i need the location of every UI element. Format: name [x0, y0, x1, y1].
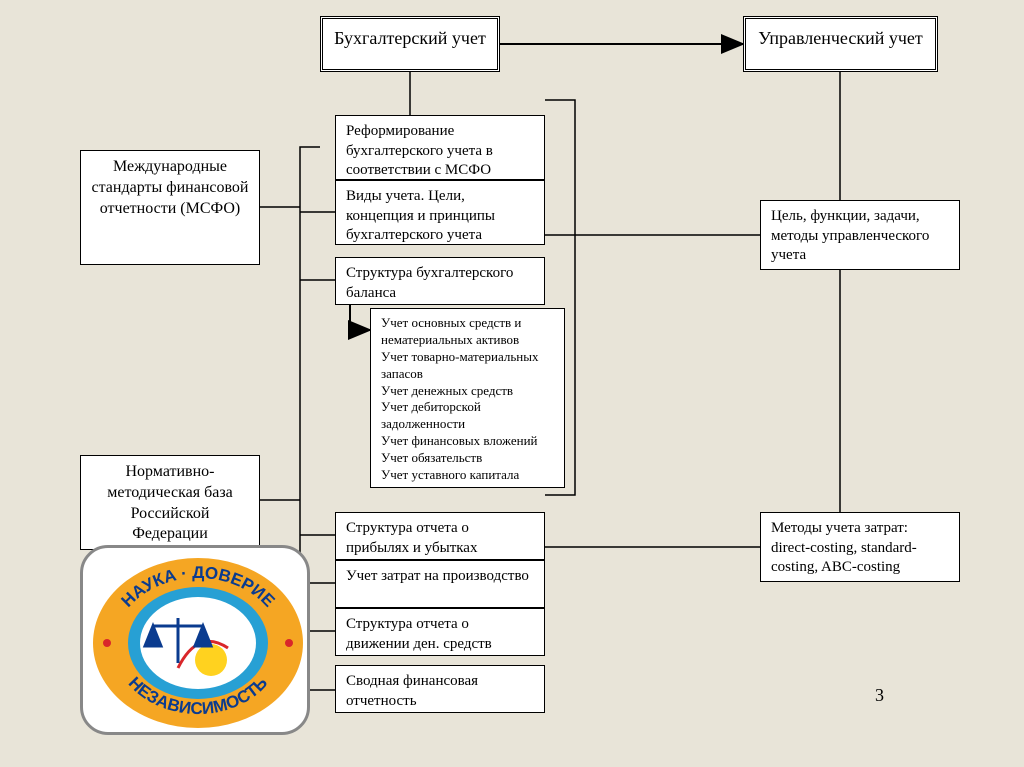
node-mid_sub: Учет основных средств и нематериальных а…: [370, 308, 565, 488]
node-right2: Методы учета затрат: direct-costing, sta…: [760, 512, 960, 582]
node-top_right: Управленческий учет: [743, 16, 938, 72]
node-mid6: Структура отчета о движении ден. средств: [335, 608, 545, 656]
connector: [350, 305, 370, 330]
node-mid5: Учет затрат на производство: [335, 560, 545, 608]
node-left1: Международные стандарты финансовой отчет…: [80, 150, 260, 265]
node-mid3: Структура бухгалтерского баланса: [335, 257, 545, 305]
node-mid4: Структура отчета о прибылях и убытках: [335, 512, 545, 560]
node-right1: Цель, функции, задачи, методы управленче…: [760, 200, 960, 270]
node-left2: Нормативно-методическая база Российской …: [80, 455, 260, 550]
node-mid1: Реформирование бухгалтерского учета в со…: [335, 115, 545, 180]
node-mid7: Сводная финансовая отчетность: [335, 665, 545, 713]
page-number: 3: [875, 685, 884, 706]
node-mid2: Виды учета. Цели, концепция и принципы б…: [335, 180, 545, 245]
logo-badge: НАУКА · ДОВЕРИЕ НЕЗАВИСИМОСТЬ: [80, 545, 310, 735]
node-top_left: Бухгалтерский учет: [320, 16, 500, 72]
